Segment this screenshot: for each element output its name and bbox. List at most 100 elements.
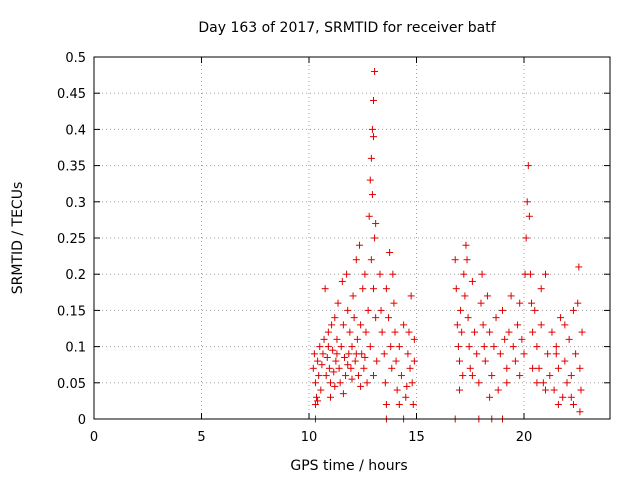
data-point [453,321,461,329]
data-point [456,357,463,365]
data-point [572,350,580,358]
data-point [350,314,358,322]
data-point [395,343,403,351]
data-points-layer [309,67,586,423]
data-point [542,386,549,394]
data-point [364,306,372,314]
data-point [314,357,322,365]
data-point [462,241,470,249]
data-point [478,270,486,278]
data-point [400,321,408,329]
data-point [351,357,359,365]
data-point [461,292,469,300]
data-point [525,212,533,220]
data-point [393,386,401,394]
data-point [460,270,468,278]
data-point [345,350,353,358]
data-point [389,270,397,278]
data-point [391,328,399,336]
data-point [481,357,489,365]
data-point [533,379,541,387]
data-point [529,328,537,336]
data-point [404,350,412,358]
data-point [463,256,471,264]
data-point [537,321,545,329]
y-tick-label: 0.1 [65,341,86,356]
data-point [454,343,462,351]
data-point [492,314,500,322]
data-point [528,299,536,307]
data-point [405,328,413,336]
data-point [403,382,411,390]
data-point [552,343,560,351]
data-point [516,299,524,307]
data-point [458,328,466,336]
data-point [451,256,459,264]
data-point [466,364,474,372]
data-point [535,364,543,372]
data-point [360,364,368,372]
data-point [507,292,515,300]
data-point [325,364,333,372]
data-point [569,401,577,409]
data-point [339,390,347,398]
data-point [372,220,380,228]
data-point [334,299,342,307]
data-point [410,357,418,365]
data-point [354,372,362,380]
plot-frame [93,56,611,420]
data-point [475,379,483,387]
data-point [336,379,344,387]
data-point [392,357,400,365]
data-point [370,96,377,104]
data-point [332,357,340,365]
data-point [323,353,331,361]
data-point [331,314,339,322]
data-point [459,372,467,380]
data-point [361,270,369,278]
data-point [367,256,375,264]
data-point [503,379,511,387]
data-point [333,350,341,358]
y-tick-label: 0.3 [65,196,86,211]
data-point [577,386,585,394]
data-point [329,346,337,354]
data-point [324,343,332,351]
data-point [567,372,575,380]
data-point [518,335,526,343]
data-point [574,299,582,307]
data-point [569,306,577,314]
data-point [321,285,329,293]
data-point [343,270,351,278]
data-point [496,350,504,358]
data-point [346,328,354,336]
data-point [522,234,530,242]
data-point [576,408,584,416]
data-point [335,364,343,372]
data-point [344,361,352,369]
data-point [410,335,418,343]
data-point [468,277,476,285]
data-point [370,133,377,141]
x-tick-label: 10 [301,430,318,445]
data-point [471,328,479,336]
data-point [473,350,481,358]
grid-layer [94,57,610,419]
data-point [457,306,465,314]
data-point [348,343,356,351]
data-point [575,263,583,271]
data-point [324,328,332,336]
data-point [372,314,380,322]
data-point [468,372,476,380]
data-point [542,270,549,278]
data-point [377,306,385,314]
data-point [559,393,567,401]
data-point [340,353,348,361]
data-point [557,314,565,322]
data-point [330,368,338,376]
data-point [509,343,517,351]
data-point [359,285,367,293]
data-point [388,364,396,372]
data-point [362,328,370,336]
x-tick-label: 5 [197,430,205,445]
